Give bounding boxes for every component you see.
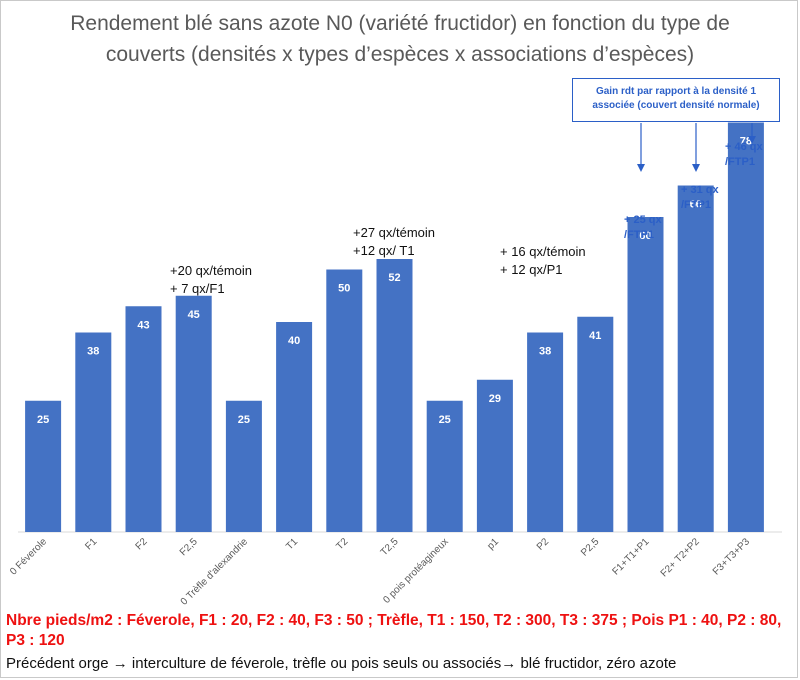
bar-value-label-5: 25 xyxy=(238,414,250,426)
x-tick-label-8: T2,5 xyxy=(379,536,401,558)
gain-label-1: + 25 qx /FTP1 xyxy=(624,213,662,243)
bar-15 xyxy=(727,122,764,532)
trefle-annotation-line2: +12 qx/ T1 xyxy=(353,243,415,258)
bar-value-label-6: 40 xyxy=(288,335,300,347)
bar-value-label-12: 41 xyxy=(589,330,601,342)
bar-3 xyxy=(125,306,162,532)
gain-label-2-line1: + 31 qx xyxy=(681,184,719,196)
bar-4 xyxy=(175,295,212,532)
bar-12 xyxy=(577,316,614,532)
x-tick-label-14: F2+ T2+P2 xyxy=(659,536,702,579)
x-tick-label-10: p1 xyxy=(485,536,501,552)
gain-label-1-line2: /FTP1 xyxy=(624,229,654,241)
bar-7 xyxy=(326,269,363,532)
bar-9 xyxy=(426,400,463,532)
x-tick-label-6: T1 xyxy=(284,536,300,552)
bar-2 xyxy=(75,332,112,532)
feverole-annotation: +20 qx/témoin + 7 qx/F1 xyxy=(170,262,252,298)
feverole-annotation-line2: + 7 qx/F1 xyxy=(170,281,225,296)
bar-value-label-10: 29 xyxy=(489,393,501,405)
x-tick-label-11: P2 xyxy=(535,536,552,553)
bar-value-label-8: 52 xyxy=(388,272,400,284)
bar-6 xyxy=(276,322,313,532)
x-tick-label-12: P2,5 xyxy=(579,536,602,559)
density-note: Nbre pieds/m2 : Féverole, F1 : 20, F2 : … xyxy=(6,612,782,649)
x-tick-label-3: F2 xyxy=(134,536,150,552)
bar-13 xyxy=(627,217,664,532)
gain-explanation-box: Gain rdt par rapport à la densité 1 asso… xyxy=(572,78,780,122)
x-tick-label-1: 0 Féverole xyxy=(8,536,49,577)
trefle-annotation-line1: +27 qx/témoin xyxy=(353,225,436,240)
bar-value-label-3: 43 xyxy=(137,319,149,331)
bar-value-label-2: 38 xyxy=(87,346,99,358)
x-tick-label-4: F2,5 xyxy=(178,536,200,558)
x-tick-label-13: F1+T1+P1 xyxy=(610,536,651,577)
bar-value-label-4: 45 xyxy=(188,309,200,321)
x-tick-label-7: T2 xyxy=(334,536,350,552)
pois-annotation-line1: + 16 qx/témoin xyxy=(500,244,586,259)
bar-10 xyxy=(476,379,513,532)
bar-11 xyxy=(527,332,564,532)
bar-value-label-9: 25 xyxy=(439,414,451,426)
gain-label-3-line2: /FTP1 xyxy=(725,156,755,168)
bar-value-label-14: 66 xyxy=(690,199,702,211)
gain-label-3: + 46 qx /FTP1 xyxy=(725,140,763,170)
bar-8 xyxy=(376,259,413,532)
bar-value-label-7: 50 xyxy=(338,283,350,295)
pois-annotation: + 16 qx/témoin + 12 qx/P1 xyxy=(500,243,586,279)
x-tick-label-15: F3+T3+P3 xyxy=(711,536,752,577)
trefle-annotation: +27 qx/témoin +12 qx/ T1 xyxy=(353,224,435,260)
chart-title: Rendement blé sans azote N0 (variété fru… xyxy=(70,12,730,66)
gain-label-3-line1: + 46 qx xyxy=(725,141,763,153)
bar-value-label-11: 38 xyxy=(539,346,551,358)
x-tick-label-2: F1 xyxy=(83,536,99,552)
gain-label-2-line2: /FTP1 xyxy=(681,199,711,211)
bar-value-label-13: 60 xyxy=(639,230,651,242)
gain-label-1-line1: + 25 qx xyxy=(624,214,662,226)
gain-label-2: + 31 qx /FTP1 xyxy=(681,183,719,213)
bar-1 xyxy=(25,400,62,532)
gain-box-line1: Gain rdt par rapport à la densité 1 xyxy=(595,86,757,97)
bar-5 xyxy=(225,400,262,532)
rotation-note: Précédent orge → interculture de féverol… xyxy=(6,655,677,672)
pois-annotation-line2: + 12 qx/P1 xyxy=(500,262,563,277)
gain-box-line2: associée (couvert densité normale) xyxy=(592,100,760,111)
bar-14 xyxy=(677,185,714,532)
bar-value-label-1: 25 xyxy=(37,414,49,426)
feverole-annotation-line1: +20 qx/témoin xyxy=(170,263,253,278)
